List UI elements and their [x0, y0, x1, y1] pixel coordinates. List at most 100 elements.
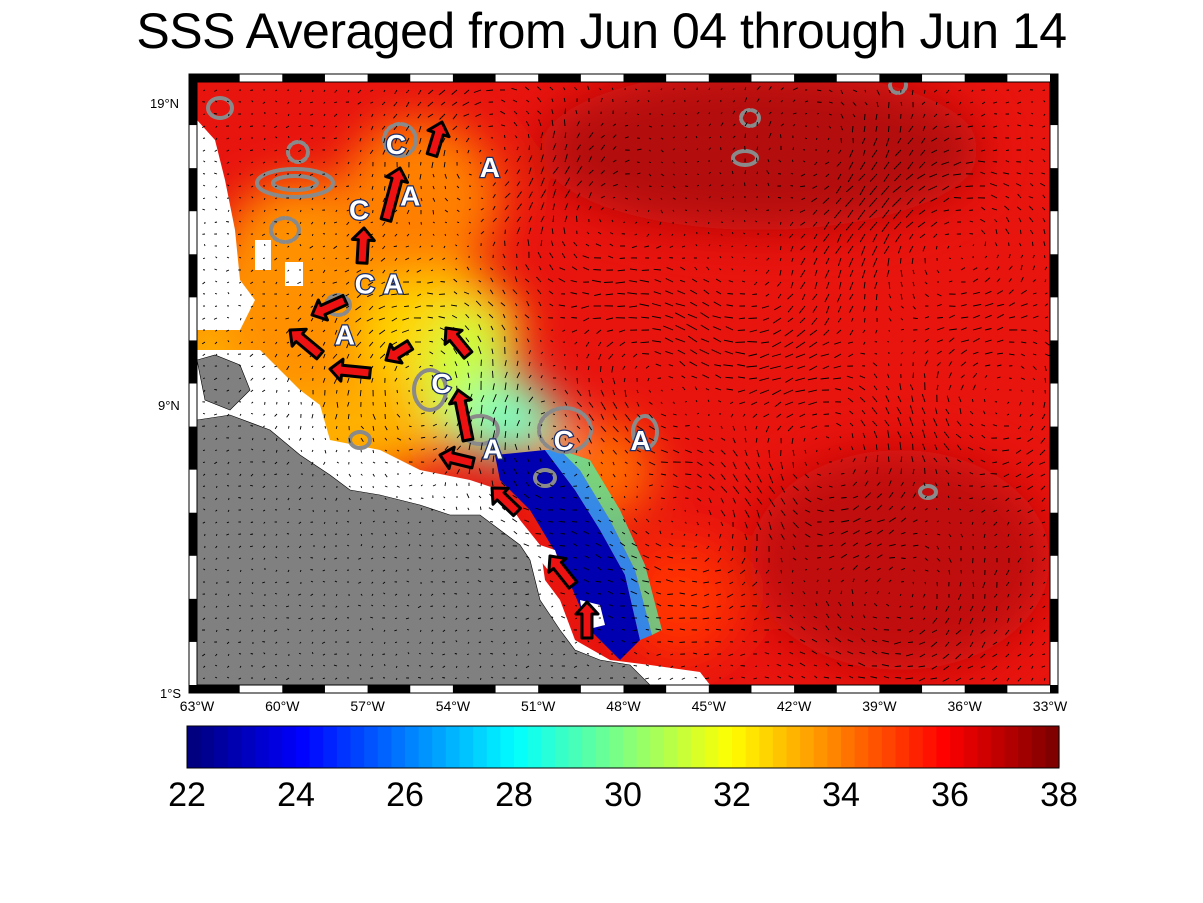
velocity-vector [936, 371, 939, 379]
velocity-vector [548, 544, 554, 547]
velocity-vector [299, 244, 302, 247]
velocity-vector [756, 485, 763, 494]
colorbar-step [1031, 727, 1046, 767]
velocity-vector [912, 581, 914, 585]
velocity-vector [995, 605, 998, 611]
velocity-vector [924, 495, 927, 499]
velocity-vector [275, 641, 278, 644]
velocity-vector [624, 485, 628, 488]
velocity-vector [720, 209, 723, 212]
velocity-vector [427, 101, 434, 107]
colorbar-step [445, 727, 461, 767]
velocity-vector [664, 302, 674, 307]
velocity-vector [852, 578, 855, 583]
velocity-vector [876, 519, 885, 523]
velocity-vector [715, 628, 722, 631]
velocity-vector [726, 304, 734, 307]
velocity-vector [804, 521, 812, 527]
velocity-vector [384, 473, 388, 478]
velocity-vector [947, 482, 950, 487]
velocity-vector [405, 617, 410, 620]
velocity-vector [696, 148, 699, 151]
velocity-vector [696, 497, 702, 502]
velocity-vector [393, 269, 398, 272]
velocity-vector [477, 617, 482, 619]
velocity-vector [725, 376, 734, 379]
velocity-vector [840, 566, 845, 571]
velocity-vector [687, 313, 698, 319]
velocity-vector [968, 458, 974, 463]
velocity-vector [600, 195, 605, 199]
colorbar-step [568, 727, 583, 767]
velocity-vector [396, 509, 399, 512]
velocity-vector [332, 353, 338, 359]
velocity-vector [873, 627, 878, 631]
velocity-vector [708, 485, 715, 491]
velocity-vector [612, 401, 618, 409]
velocity-vector [430, 665, 434, 668]
velocity-vector [480, 230, 485, 235]
velocity-vector [960, 374, 965, 379]
velocity-vector [525, 617, 530, 620]
velocity-vector [996, 290, 1004, 295]
velocity-vector [391, 281, 398, 286]
velocity-vector [692, 652, 698, 655]
colorbar-step [364, 727, 379, 767]
velocity-vector [479, 268, 482, 271]
frame-corner [1050, 685, 1058, 693]
velocity-vector [732, 461, 737, 470]
velocity-vector [202, 641, 206, 643]
velocity-vector [860, 419, 866, 427]
velocity-vector [816, 509, 824, 513]
velocity-vector [431, 629, 434, 632]
velocity-vector [732, 509, 736, 518]
velocity-vector [881, 197, 890, 208]
velocity-vector [923, 373, 926, 379]
current-arrow [438, 445, 476, 471]
colorbar-step [745, 727, 760, 767]
velocity-vector [630, 590, 638, 595]
velocity-vector [551, 109, 554, 115]
velocity-vector [571, 530, 578, 535]
velocity-vector [849, 149, 854, 158]
velocity-vector [786, 413, 794, 418]
velocity-vector [371, 545, 374, 548]
velocity-vector [440, 281, 446, 283]
velocity-vector [262, 604, 266, 607]
velocity-vector [516, 155, 521, 163]
velocity-vector [788, 675, 794, 679]
velocity-vector [300, 209, 302, 213]
velocity-vector [358, 161, 362, 165]
velocity-vector [202, 653, 206, 657]
velocity-vector [826, 305, 830, 314]
velocity-vector [444, 445, 449, 451]
velocity-vector [215, 521, 218, 524]
velocity-vector [346, 245, 350, 248]
velocity-vector [858, 385, 866, 391]
velocity-vector [824, 185, 830, 190]
velocity-vector [551, 119, 554, 127]
velocity-vector [993, 521, 998, 526]
velocity-vector [696, 173, 700, 175]
velocity-vector [598, 353, 602, 360]
velocity-vector [444, 520, 447, 523]
velocity-vector [466, 137, 470, 143]
velocity-vector [465, 337, 470, 343]
velocity-vector [744, 209, 747, 212]
velocity-vector [492, 193, 496, 199]
velocity-vector [564, 401, 568, 406]
velocity-vector [845, 221, 854, 231]
velocity-vector [718, 267, 722, 271]
velocity-vector [298, 497, 302, 501]
velocity-vector [980, 171, 986, 175]
velocity-vector [564, 353, 566, 357]
velocity-vector [713, 301, 722, 307]
velocity-vector [628, 305, 638, 308]
velocity-vector [468, 468, 471, 475]
velocity-vector [1002, 485, 1010, 488]
velocity-vector [347, 509, 350, 512]
velocity-vector [981, 641, 986, 648]
velocity-vector [334, 197, 338, 201]
velocity-vector [791, 257, 794, 262]
velocity-vector [756, 157, 758, 163]
